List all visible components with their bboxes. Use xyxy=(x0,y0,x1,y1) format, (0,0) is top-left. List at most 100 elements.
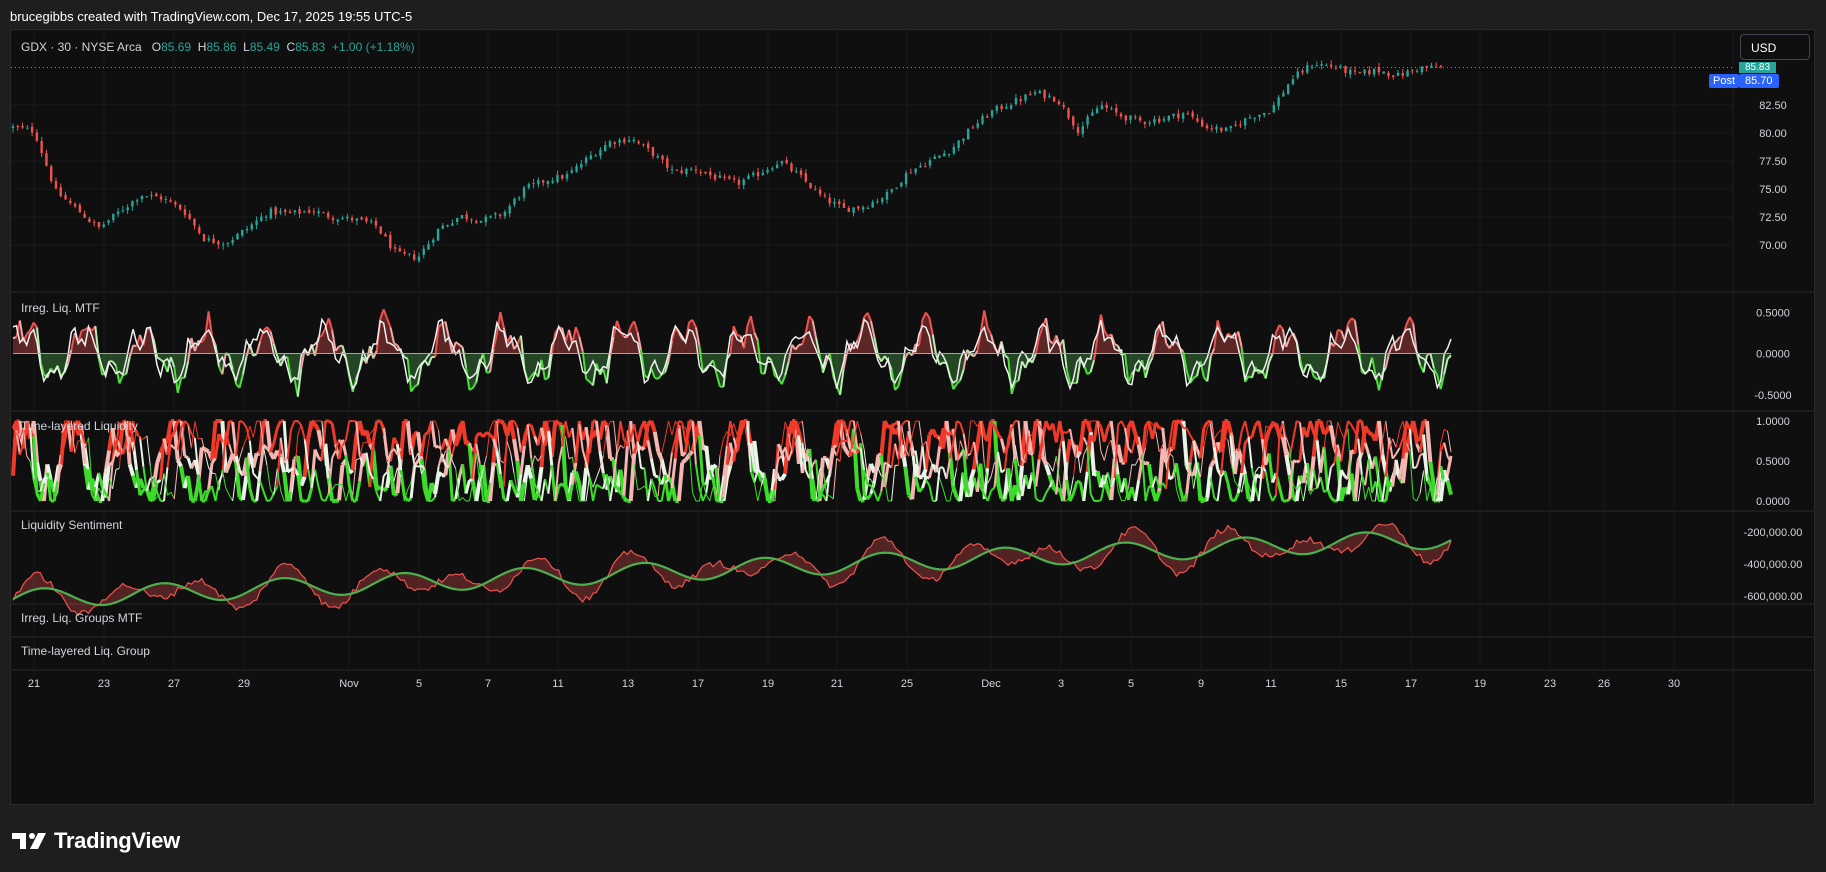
time-layered-line-segment xyxy=(506,441,512,454)
time-layered-line-segment xyxy=(1277,486,1285,502)
time-layered-line-segment xyxy=(369,472,375,480)
time-layered-line-segment xyxy=(136,429,141,439)
currency-button[interactable]: USD xyxy=(1740,34,1810,60)
time-layered-line-segment xyxy=(1027,430,1034,456)
time-layered-line-segment xyxy=(248,440,255,474)
time-layered-line-segment xyxy=(935,467,941,502)
candle-body xyxy=(1263,112,1266,116)
candle-body xyxy=(1119,113,1123,117)
time-layered-line-segment xyxy=(1066,494,1071,502)
time-layered-line-segment xyxy=(757,485,762,502)
time-layered-line-segment xyxy=(697,435,705,484)
candle-body xyxy=(1387,72,1390,76)
time-layered-line-segment xyxy=(1343,420,1350,439)
chart-frame[interactable]: 21 23 27 29 Nov 5 7 11 13 17 19 21 25 Dec 3 5 9 11 15 17 19 2… xyxy=(10,29,1815,805)
last-price-tag: 85.83 xyxy=(1739,62,1777,73)
candle-body xyxy=(155,193,158,197)
time-layered-line-segment xyxy=(1422,453,1428,482)
candle-body xyxy=(1124,115,1127,121)
irreg-liq-line-segment xyxy=(1206,356,1212,382)
candle-body xyxy=(83,213,86,218)
time-layered-line-segment xyxy=(698,487,704,502)
time-layered-line-segment xyxy=(462,497,467,502)
irreg-liq-line-segment xyxy=(537,359,543,377)
time-layered-line-segment xyxy=(348,468,354,475)
candle-body xyxy=(465,214,468,220)
candle-body xyxy=(1334,67,1338,69)
candle-body xyxy=(1105,105,1108,108)
time-layered-line-segment xyxy=(366,433,371,443)
x-tick-label: 29 xyxy=(238,678,250,690)
irreg-liq-line-segment xyxy=(1415,352,1422,366)
time-layered-line-segment xyxy=(372,420,378,431)
time-layered-line-segment xyxy=(1000,468,1006,474)
time-layered-line-segment xyxy=(876,491,883,502)
irreg-liq-line-segment xyxy=(1196,361,1202,377)
irreg-liq-signal-line xyxy=(12,317,1452,391)
time-layered-line-segment xyxy=(1263,429,1272,443)
time-layered-line-segment xyxy=(143,435,148,440)
time-layered-line-segment xyxy=(646,440,653,460)
time-layered-line-segment xyxy=(285,491,293,502)
y-tick-label: -400,000.00 xyxy=(1744,559,1803,571)
x-tick-label: 30 xyxy=(1668,678,1680,690)
candle-body xyxy=(174,201,177,205)
candle-body xyxy=(1339,65,1342,68)
time-layered-line-segment xyxy=(1133,480,1141,502)
irreg-liq-line-segment xyxy=(1216,320,1223,334)
candle-body xyxy=(1349,69,1352,75)
time-layered-line-segment xyxy=(60,420,65,464)
time-layered-line-segment xyxy=(1075,450,1083,459)
time-layered-line-segment xyxy=(172,420,180,433)
time-layered-line-segment xyxy=(588,420,595,453)
time-layered-line-segment xyxy=(63,420,69,432)
candle-body xyxy=(226,243,230,245)
time-layered-line-segment xyxy=(1257,465,1264,502)
x-tick-label: 3 xyxy=(1058,678,1064,690)
candle-body xyxy=(962,138,965,141)
candle-body xyxy=(1363,69,1366,74)
chart-svg[interactable]: 21 23 27 29 Nov 5 7 11 13 17 19 21 25 Dec 3 5 9 11 15 17 19 2… xyxy=(11,30,1815,805)
time-layered-line-segment xyxy=(1312,469,1319,489)
time-layered-line-segment xyxy=(1398,458,1405,480)
time-layered-line-segment xyxy=(1401,423,1408,459)
time-layered-line-segment xyxy=(53,493,59,500)
time-layered-line-segment xyxy=(1099,484,1106,501)
time-layered-line-segment xyxy=(1174,463,1182,488)
irreg-liq-line-segment xyxy=(767,356,773,362)
time-layered-line-segment xyxy=(192,482,201,502)
irreg-liq-line-segment xyxy=(1337,328,1342,332)
candle-body xyxy=(599,149,602,156)
candle-body xyxy=(274,207,277,215)
time-layered-line-segment xyxy=(1298,422,1305,453)
time-layered-line-segment xyxy=(722,445,728,476)
irreg-liq-line-segment xyxy=(1443,358,1449,375)
tradingview-logo[interactable]: TradingView xyxy=(12,828,180,854)
time-layered-line-segment xyxy=(601,419,609,427)
time-layered-line-segment xyxy=(835,420,842,446)
candle-body xyxy=(914,168,917,173)
time-layered-line-segment xyxy=(606,421,611,430)
candle-body xyxy=(518,197,521,199)
time-layered-line-segment xyxy=(399,469,406,496)
time-layered-line-segment xyxy=(880,462,886,492)
time-layered-line-segment xyxy=(1329,496,1336,503)
irreg-liq-line-segment xyxy=(636,332,643,351)
candle-body xyxy=(1411,70,1414,72)
chart-header: brucegibbs created with TradingView.com,… xyxy=(10,9,413,24)
irreg-liq-line-segment xyxy=(255,341,262,355)
time-layered-line-segment xyxy=(214,433,221,459)
time-layered-line-segment xyxy=(194,421,199,440)
candle-body xyxy=(317,211,320,214)
candle-body xyxy=(408,253,411,255)
time-layered-line-segment xyxy=(165,436,173,455)
time-layered-line-segment xyxy=(496,420,501,461)
time-layered-line-segment xyxy=(91,484,96,502)
time-layered-line-segment xyxy=(657,453,663,497)
candle-body xyxy=(1229,125,1233,129)
irreg-liq-line-segment xyxy=(784,361,790,376)
candle-body xyxy=(1014,98,1018,105)
time-layered-line-segment xyxy=(1055,456,1061,483)
time-layered-line-segment xyxy=(163,473,168,496)
time-layered-line-segment xyxy=(819,466,824,470)
